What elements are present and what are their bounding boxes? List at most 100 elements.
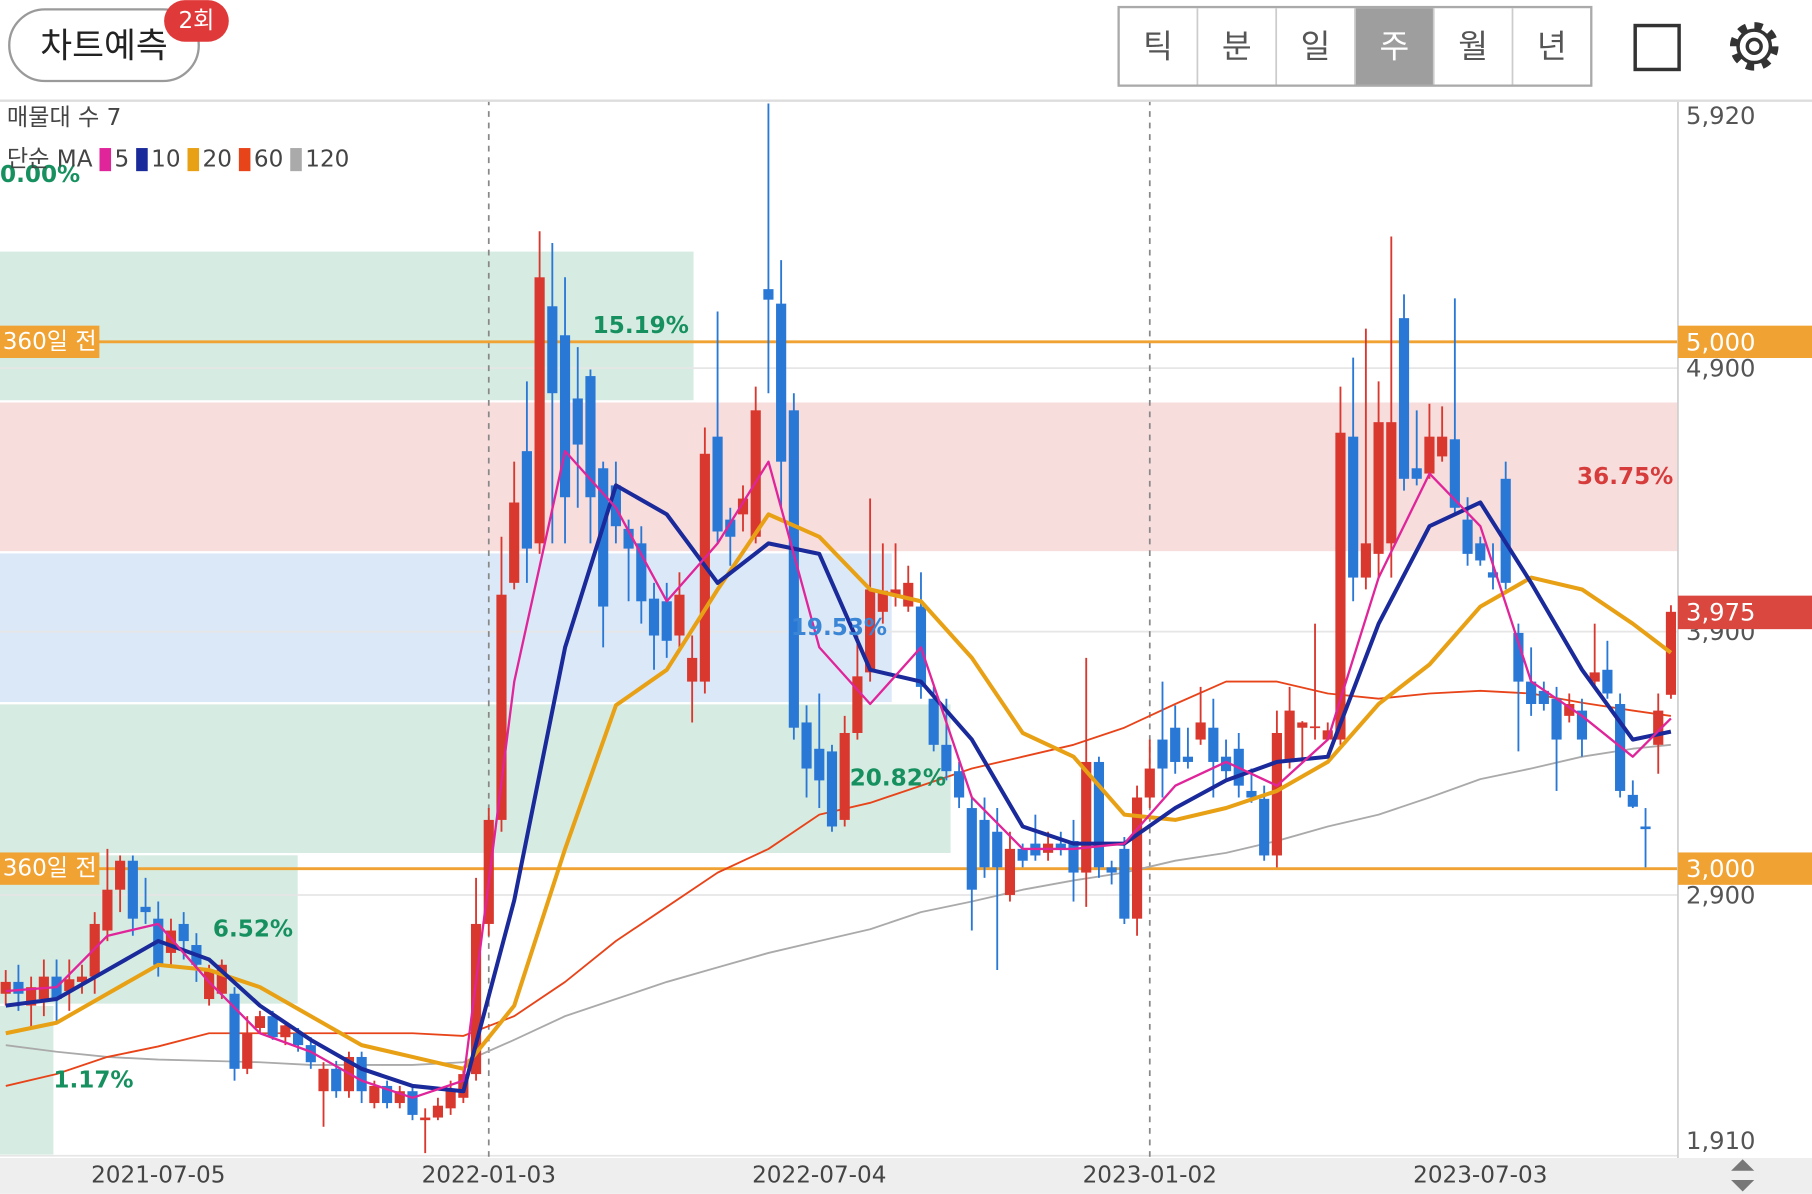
band-percent: 15.19% bbox=[593, 313, 689, 339]
candle-body bbox=[1106, 867, 1117, 873]
candle-body bbox=[1589, 672, 1600, 682]
volume-band bbox=[0, 704, 951, 853]
legend-swatch bbox=[99, 148, 112, 172]
candle-body bbox=[1513, 632, 1524, 682]
last-price-box bbox=[1677, 595, 1812, 630]
toolbar: 차트예측 2회 틱 분 일 주 월 년 bbox=[0, 0, 1812, 102]
candle-body bbox=[1284, 710, 1295, 762]
candle-body bbox=[115, 860, 126, 890]
badge-label: 2회 bbox=[178, 8, 214, 34]
candle-body bbox=[1411, 468, 1422, 479]
legend: 매물대 수 7 단순 MA 5 10 20 60 120 bbox=[7, 105, 349, 173]
x-tick-label: 2021-07-05 bbox=[91, 1162, 225, 1188]
candle-body bbox=[788, 410, 799, 728]
candle-body bbox=[737, 498, 749, 515]
last-price-label: 3,975 bbox=[1686, 597, 1755, 626]
band-percent: 0.00% bbox=[0, 162, 80, 188]
level-price-box bbox=[1677, 325, 1812, 359]
legend-label: 10 bbox=[151, 147, 180, 173]
scroll-icon[interactable] bbox=[1731, 1159, 1755, 1192]
band-percent: 36.75% bbox=[1577, 464, 1673, 490]
candle-body bbox=[877, 590, 888, 612]
level-note: 360일 전 bbox=[3, 856, 97, 882]
legend-label: 5 bbox=[115, 147, 130, 173]
candle-body bbox=[1157, 739, 1168, 769]
candle-body bbox=[979, 819, 990, 868]
x-tick-label: 2022-01-03 bbox=[422, 1162, 556, 1188]
legend-swatch bbox=[187, 148, 200, 172]
candle-body bbox=[0, 981, 11, 994]
candle-body bbox=[1564, 704, 1575, 716]
x-tick-label: 2022-07-04 bbox=[752, 1162, 886, 1188]
candle-body bbox=[1449, 439, 1460, 508]
legend-label: 120 bbox=[305, 147, 349, 173]
y-tick-label: 4,900 bbox=[1686, 354, 1755, 383]
candle-body bbox=[102, 889, 113, 931]
band-percent: 20.82% bbox=[850, 766, 946, 792]
y-tick-label: 2,900 bbox=[1686, 880, 1755, 909]
x-tick-label: 2023-07-03 bbox=[1413, 1162, 1547, 1188]
candle-body bbox=[1526, 681, 1537, 705]
level-note-box bbox=[0, 852, 100, 885]
period-tab[interactable]: 월 bbox=[1432, 8, 1488, 85]
button-label: 차트예측 bbox=[40, 26, 168, 66]
period-tab[interactable]: 주 bbox=[1354, 8, 1434, 85]
candle-body bbox=[267, 1016, 278, 1038]
legend-title: 매물대 수 7 bbox=[7, 105, 121, 131]
candle-body bbox=[89, 923, 100, 977]
ma-line bbox=[5, 483, 1672, 1094]
candle-body bbox=[1373, 422, 1384, 554]
level-note-box bbox=[0, 325, 100, 359]
candle-body bbox=[636, 543, 647, 602]
candle-body bbox=[776, 303, 787, 462]
candle-body bbox=[369, 1085, 380, 1104]
period-tab[interactable]: 분 bbox=[1196, 8, 1252, 85]
candle-body bbox=[954, 771, 965, 798]
candle-body bbox=[1119, 848, 1130, 919]
candle-body bbox=[610, 485, 621, 527]
candle-body bbox=[814, 748, 825, 781]
forecast-button[interactable]: 차트예측 bbox=[8, 8, 200, 83]
candle-body bbox=[725, 519, 736, 537]
candle-body bbox=[826, 751, 838, 827]
fullscreen-icon[interactable] bbox=[1633, 23, 1681, 72]
candle-body bbox=[648, 598, 660, 636]
candle-body bbox=[331, 1068, 342, 1092]
period-tab[interactable]: 틱 bbox=[1143, 27, 1173, 65]
candle-body bbox=[1602, 669, 1613, 694]
candle-body bbox=[64, 979, 75, 992]
candle-body bbox=[1437, 436, 1448, 457]
candle-body bbox=[865, 589, 876, 673]
candle-body bbox=[1297, 722, 1308, 728]
candle-body bbox=[13, 981, 24, 994]
candle-body bbox=[1259, 798, 1270, 856]
y-tick-label: 1,910 bbox=[1686, 1126, 1755, 1155]
candle-body bbox=[712, 436, 723, 532]
ma-label: 단순 MA bbox=[7, 147, 93, 173]
y-tick-label: 5,920 bbox=[1686, 101, 1755, 130]
period-tab[interactable]: 일 bbox=[1275, 8, 1330, 85]
x-tick-label: 2023-01-02 bbox=[1083, 1162, 1217, 1188]
candle-body bbox=[305, 1045, 316, 1063]
candle-body bbox=[432, 1105, 444, 1118]
settings-icon[interactable] bbox=[1729, 22, 1779, 71]
candle-body bbox=[165, 930, 177, 953]
tab-selected-bg bbox=[1354, 8, 1434, 85]
volume-band bbox=[0, 402, 1678, 552]
volume-band bbox=[0, 553, 892, 703]
candle-body bbox=[928, 698, 939, 745]
candle-body bbox=[966, 808, 977, 890]
candle-body bbox=[1551, 698, 1562, 740]
candle-body bbox=[216, 964, 227, 994]
legend-label: 20 bbox=[203, 147, 232, 173]
period-tab[interactable]: 년 bbox=[1511, 8, 1567, 85]
candle-body bbox=[178, 923, 189, 942]
button-outline bbox=[8, 8, 200, 83]
candle-body bbox=[534, 277, 545, 544]
candle-body bbox=[1182, 756, 1193, 762]
arrow-up bbox=[1731, 1159, 1755, 1171]
candle-body bbox=[127, 860, 138, 919]
